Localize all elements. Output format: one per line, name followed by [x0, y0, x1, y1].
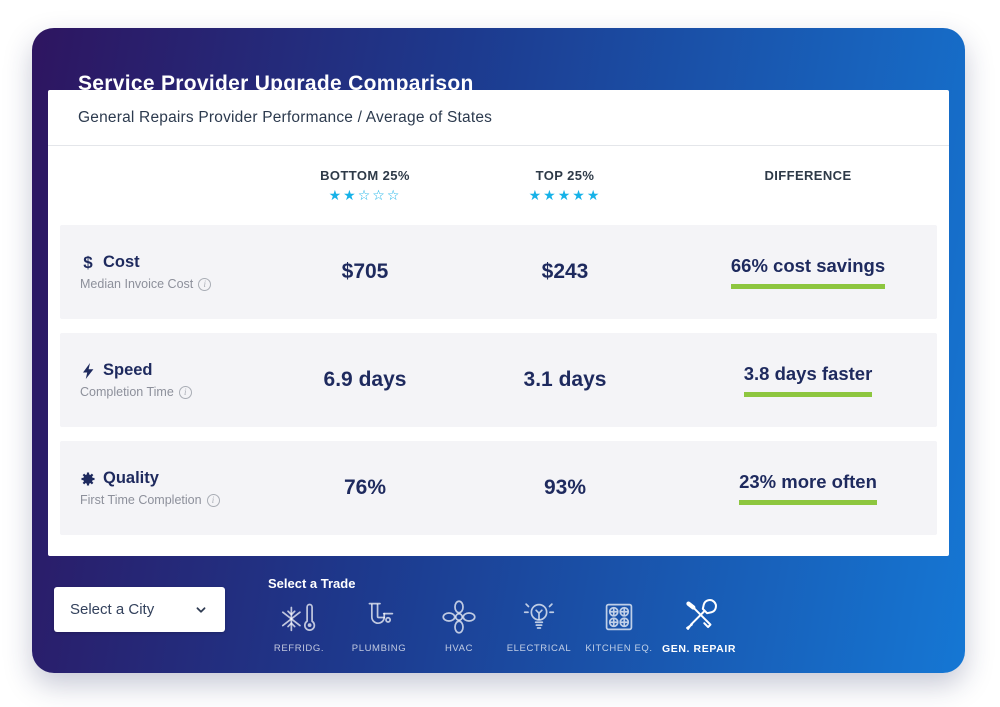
trade-item-label: ELECTRICAL	[506, 643, 572, 654]
column-header-bottom25-label: BOTTOM 25%	[320, 168, 410, 183]
lightning-icon	[80, 362, 96, 380]
trade-item-label: PLUMBING	[351, 643, 407, 654]
row-label-speed: Speed Completion Time	[80, 361, 192, 399]
plumbing-icon	[368, 602, 394, 625]
column-header-difference: DIFFERENCE	[688, 168, 928, 183]
trade-item-label: GEN. REPAIR	[661, 643, 737, 655]
row-subtitle: First Time Completion	[80, 493, 202, 507]
speed-top25-value: 3.1 days	[523, 368, 607, 391]
trade-selector: REFRIDG. PLUMBING	[259, 596, 739, 655]
speed-difference-value: 3.8 days faster	[688, 363, 928, 397]
quality-bottom25-value: 76%	[343, 476, 387, 499]
trade-item-electrical[interactable]: ELECTRICAL	[499, 596, 579, 655]
row-title: Quality	[103, 469, 159, 487]
city-selector-value: Select a City	[70, 601, 155, 618]
electrical-icon	[523, 603, 555, 629]
trade-item-label: HVAC	[444, 643, 474, 654]
table-row-speed: Speed Completion Time 6.9 days 3.1 days …	[60, 333, 937, 427]
trade-item-label: REFRIDG.	[273, 643, 325, 654]
select-a-trade-label: Select a Trade	[268, 576, 356, 591]
cost-bottom25-value: $705	[341, 260, 389, 283]
quality-top25-value: 93%	[543, 476, 587, 499]
comparison-table: General Repairs Provider Performance / A…	[48, 90, 949, 556]
column-header-top25: TOP 25% ★★★★★	[485, 168, 645, 204]
trade-item-label: KITCHEN EQ.	[585, 643, 653, 654]
info-icon[interactable]	[198, 277, 212, 291]
cost-top25-value: $243	[541, 260, 589, 283]
table-subtitle: General Repairs Provider Performance / A…	[48, 90, 949, 146]
page-title: Service Provider Upgrade Comparison	[78, 72, 474, 95]
comparison-card: Service Provider Upgrade Comparison Gene…	[32, 28, 965, 673]
speed-bottom25-value: 6.9 days	[323, 368, 407, 391]
refrigeration-icon	[281, 603, 316, 632]
info-icon[interactable]	[206, 493, 220, 507]
repair-icon	[686, 599, 717, 630]
info-icon[interactable]	[178, 385, 192, 399]
trade-item-hvac[interactable]: HVAC	[419, 596, 499, 655]
table-row-cost: Cost Median Invoice Cost $705 $243 66% c…	[60, 225, 937, 319]
column-header-top25-label: TOP 25%	[535, 168, 595, 183]
row-subtitle: Completion Time	[80, 385, 174, 399]
city-selector-dropdown[interactable]: Select a City	[54, 587, 225, 632]
column-header-bottom25: BOTTOM 25% ★★☆☆☆	[285, 168, 445, 204]
quality-difference-value: 23% more often	[688, 471, 928, 505]
row-subtitle: Median Invoice Cost	[80, 277, 194, 291]
star-rating-top25: ★★★★★	[528, 187, 602, 203]
trade-item-gen-repair[interactable]: GEN. REPAIR	[659, 596, 739, 655]
row-title: Cost	[103, 253, 140, 271]
cost-difference-value: 66% cost savings	[688, 255, 928, 289]
trade-item-kitchen[interactable]: KITCHEN EQ.	[579, 596, 659, 655]
trade-item-plumbing[interactable]: PLUMBING	[339, 596, 419, 655]
quality-badge-icon	[80, 470, 96, 488]
row-label-cost: Cost Median Invoice Cost	[80, 253, 212, 291]
kitchen-icon	[605, 603, 633, 631]
trade-item-refrigeration[interactable]: REFRIDG.	[259, 596, 339, 655]
star-rating-bottom25: ★★☆☆☆	[328, 187, 402, 203]
column-header-difference-label: DIFFERENCE	[764, 168, 852, 183]
dollar-icon	[80, 254, 96, 272]
row-title: Speed	[103, 361, 153, 379]
row-label-quality: Quality First Time Completion	[80, 469, 220, 507]
chevron-down-icon	[196, 606, 206, 613]
hvac-icon	[442, 600, 476, 634]
table-row-quality: Quality First Time Completion 76% 93% 23…	[60, 441, 937, 535]
